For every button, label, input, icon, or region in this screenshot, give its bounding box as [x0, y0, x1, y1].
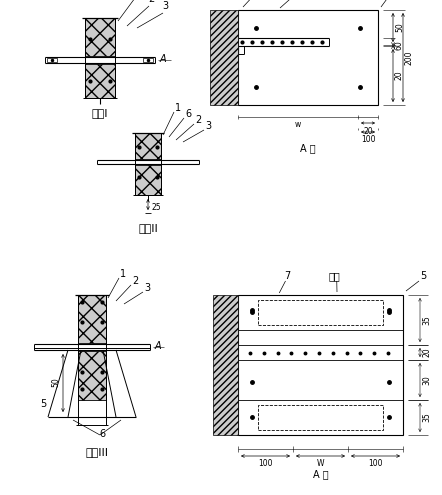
Text: 100: 100 — [361, 135, 375, 144]
Text: 200: 200 — [405, 50, 414, 65]
Text: 3: 3 — [144, 283, 150, 293]
Bar — [213, 295, 238, 435]
Text: A 向: A 向 — [312, 469, 328, 479]
Text: 方案II: 方案II — [138, 223, 158, 233]
Text: 5: 5 — [40, 399, 46, 409]
Bar — [143, 58, 153, 62]
Text: 20: 20 — [363, 127, 373, 136]
Text: 60: 60 — [395, 41, 404, 50]
Text: 方案I: 方案I — [92, 108, 108, 118]
Text: 2: 2 — [132, 276, 138, 286]
Text: 30: 30 — [422, 375, 431, 385]
Bar — [135, 165, 161, 195]
Bar — [210, 10, 238, 105]
Text: 20: 20 — [395, 71, 404, 80]
Text: A: A — [155, 341, 162, 351]
Bar — [47, 58, 57, 62]
Text: 20: 20 — [422, 347, 431, 357]
Text: 6: 6 — [185, 109, 191, 119]
Bar — [238, 295, 403, 435]
Text: A: A — [160, 54, 167, 64]
Text: 25: 25 — [151, 202, 160, 211]
Text: 35: 35 — [422, 315, 431, 325]
Text: 50: 50 — [51, 378, 60, 388]
Bar — [85, 18, 115, 56]
Text: 7: 7 — [284, 271, 291, 281]
Bar — [78, 295, 106, 343]
Text: 100: 100 — [368, 459, 383, 468]
Text: 方案III: 方案III — [85, 447, 108, 457]
Bar — [85, 64, 115, 98]
Text: 1: 1 — [175, 103, 181, 113]
Bar — [238, 10, 378, 105]
Text: 墙间: 墙间 — [329, 271, 340, 281]
Text: 35: 35 — [422, 413, 431, 422]
Text: 6: 6 — [99, 429, 105, 439]
Text: W: W — [317, 459, 324, 468]
Text: 5: 5 — [420, 271, 426, 281]
Text: w: w — [295, 120, 301, 129]
Text: 1: 1 — [120, 269, 126, 279]
Text: 100: 100 — [258, 459, 273, 468]
Text: 2: 2 — [195, 115, 201, 125]
Text: 3: 3 — [162, 1, 168, 11]
Text: 3: 3 — [205, 121, 211, 131]
Bar — [78, 351, 106, 400]
Text: A 向: A 向 — [300, 143, 316, 153]
Text: 2: 2 — [148, 0, 154, 4]
Bar — [258, 405, 383, 430]
Bar — [258, 300, 383, 325]
Bar — [135, 133, 161, 159]
Text: 50: 50 — [395, 23, 404, 32]
